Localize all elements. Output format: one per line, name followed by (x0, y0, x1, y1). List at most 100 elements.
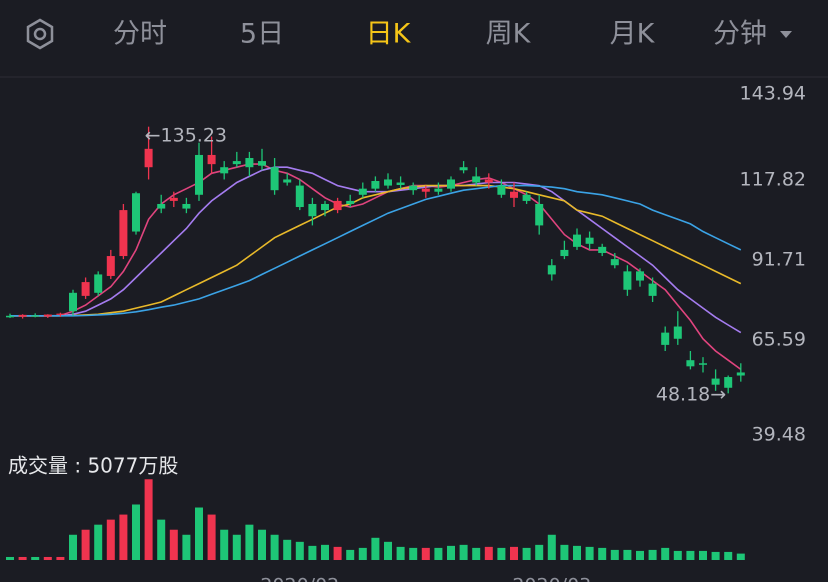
ma-line (10, 163, 742, 371)
volume-bar (295, 541, 304, 560)
x-tick-label: 2020/03 (512, 575, 591, 582)
volume-bar (510, 546, 518, 560)
dropdown-arrow[interactable] (780, 31, 792, 38)
candle-body (346, 200, 355, 204)
candle-body (434, 188, 443, 192)
candle-body (736, 372, 745, 376)
volume-bar (447, 545, 455, 560)
candle-body (699, 363, 707, 365)
candle-body (182, 203, 191, 209)
volume-bar (358, 547, 367, 560)
candle-body (648, 283, 657, 296)
candle-body (94, 274, 103, 293)
tab[interactable]: 月K (610, 19, 656, 50)
volume-bar (421, 547, 430, 560)
volume-bar (157, 519, 166, 560)
candle-body (623, 271, 632, 290)
candle-body (610, 259, 619, 266)
volume-bar (207, 514, 216, 560)
tab[interactable]: 5日 (240, 19, 284, 50)
volume-bar (31, 556, 40, 560)
candle-body (472, 176, 481, 183)
settings-icon[interactable] (26, 18, 54, 50)
volume-bar (736, 553, 745, 560)
candle-body (220, 167, 229, 174)
volume-bar (724, 551, 733, 560)
candle-body (384, 179, 392, 186)
volume-bar (522, 547, 531, 560)
volume-bar (132, 504, 140, 560)
tab[interactable]: 分钟 (713, 19, 767, 50)
candle-body (711, 378, 720, 385)
x-tick-label: 2020/02 (260, 575, 339, 582)
volume-bar (346, 549, 355, 560)
volume-bar (661, 547, 670, 560)
volume-bar (81, 529, 90, 560)
candle-body (18, 314, 27, 317)
volume-bar (283, 539, 292, 560)
volume-bar (220, 529, 229, 560)
tab[interactable]: 周K (486, 19, 532, 50)
volume-bar (686, 550, 695, 560)
candle-body (106, 256, 115, 276)
candle-body (598, 246, 607, 253)
volume-bar (56, 556, 65, 560)
candle-body (585, 237, 594, 244)
candle-body (207, 154, 216, 165)
tab[interactable]: 日K (366, 19, 412, 50)
volume-bar (459, 544, 468, 560)
y-tick-label: 39.48 (752, 424, 806, 446)
candle-body (144, 148, 153, 168)
candle-body (195, 154, 203, 195)
y-tick-label: 91.71 (752, 249, 806, 271)
volume-bar (144, 479, 153, 560)
candle-body (396, 182, 405, 185)
volume-bar (711, 551, 720, 560)
candle-body (535, 203, 544, 226)
volume-bar (169, 529, 178, 560)
candle-body (43, 314, 52, 317)
y-tick-label: 143.94 (740, 83, 806, 105)
volume-bar (270, 534, 279, 560)
volume-bar (472, 547, 481, 560)
candle-body (661, 332, 670, 345)
candle-body (459, 167, 468, 171)
candle-body (636, 271, 644, 281)
volume-bar (585, 546, 594, 560)
low-annotation: 48.18→ (656, 384, 726, 406)
candle-body (321, 203, 329, 211)
candle-body (119, 210, 128, 257)
candle-body (547, 265, 556, 275)
candle-body (308, 203, 317, 217)
volume-bar (434, 547, 443, 560)
candle-body (56, 313, 65, 315)
volume-bar (321, 544, 329, 560)
volume-bar (18, 556, 27, 560)
volume-bar (610, 549, 619, 560)
volume-bar (497, 547, 506, 560)
ma-line (10, 184, 742, 317)
candle-body (724, 377, 733, 388)
candle-body (686, 360, 695, 367)
volume-bar (308, 545, 317, 560)
volume-label: 成交量 : 5077万股 (8, 454, 178, 478)
volume-bar (396, 546, 405, 560)
volume-bar (371, 537, 380, 560)
candle-body (484, 179, 493, 183)
volume-bar (333, 546, 342, 560)
volume-bar (623, 549, 632, 560)
candle-body (270, 167, 279, 191)
volume-bar (547, 534, 556, 560)
settings-hexagon (26, 18, 54, 50)
y-tick-label: 117.82 (740, 169, 806, 191)
volume-bar (106, 519, 115, 560)
candle-body (447, 179, 455, 189)
candle-body (421, 188, 430, 192)
tab[interactable]: 分时 (113, 19, 167, 50)
candle-body (371, 180, 380, 189)
candle-body (31, 315, 40, 317)
volume-bar (673, 550, 682, 560)
